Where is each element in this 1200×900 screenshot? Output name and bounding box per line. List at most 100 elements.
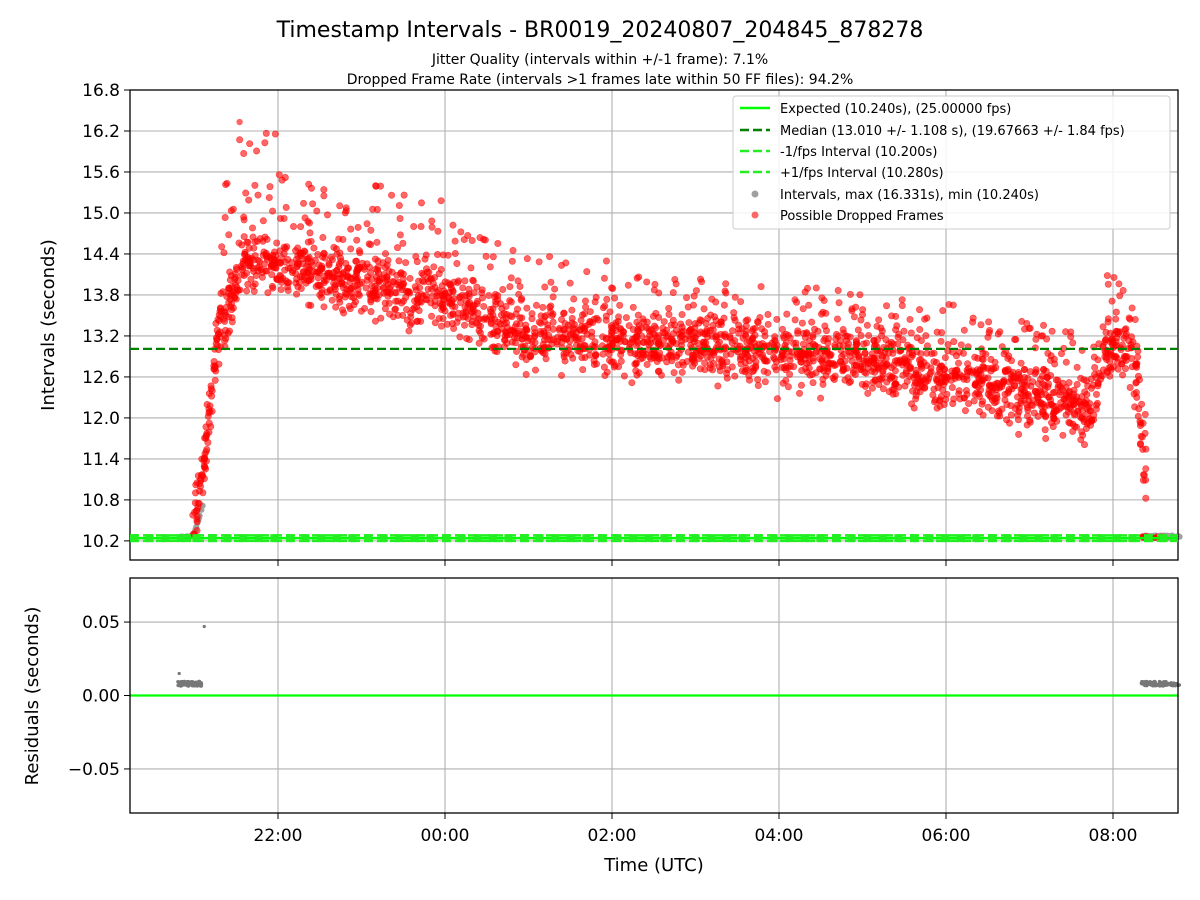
dropped-frame-point [217,289,225,297]
dropped-frame-point [251,181,259,189]
dropped-frame-point [344,273,352,281]
fps-interval-marker [161,534,170,543]
dropped-frame-point [879,370,887,378]
dropped-frame-point [1024,374,1032,382]
dropped-frame-point [737,298,745,306]
dropped-frame-point [570,295,578,303]
dropped-frame-point [347,225,355,233]
fps-interval-marker [364,534,372,543]
dropped-frame-point [591,298,599,306]
dropped-frame-point [293,290,301,298]
dropped-frame-point [451,249,459,257]
dropped-frame-point [995,409,1003,417]
fps-interval-marker [832,534,840,543]
top-y-tick-label: 13.8 [82,286,120,306]
dropped-frame-point [417,290,425,298]
dropped-frame-point [862,355,870,363]
dropped-frame-point [639,315,647,323]
dropped-frame-point [215,317,223,325]
dropped-frame-point [969,314,977,322]
dropped-frame-point [403,306,411,314]
dropped-frame-point [685,319,693,327]
dropped-frame-point [939,307,947,315]
dropped-frame-point [531,329,539,337]
dropped-frame-point [523,304,531,312]
dropped-frame-point [811,342,819,350]
dropped-frame-point [338,306,346,314]
dropped-frame-point [784,383,792,391]
dropped-frame-point [305,253,313,261]
dropped-frame-point [568,314,576,322]
dropped-frame-point [259,237,267,245]
top-y-tick-label: 11.4 [82,450,120,470]
fps-interval-marker [676,534,684,543]
dropped-frame-point [895,330,903,338]
dropped-frame-point [1109,363,1117,371]
dropped-frame-point [312,283,320,291]
dropped-frame-point [736,342,744,350]
dropped-frame-point [191,489,199,497]
dropped-frame-point [706,361,714,369]
dropped-frame-point [437,197,445,205]
dropped-frame-point [696,365,704,373]
fps-interval-marker [925,534,934,543]
dropped-frame-point [859,364,867,372]
dropped-frame-point [868,384,876,392]
residual-point [1143,682,1148,687]
x-axis-label: Time (UTC) [603,855,704,876]
dropped-frame-point [602,335,610,343]
dropped-frame-point [1020,365,1028,373]
dropped-frame-point [469,276,477,284]
dropped-frame-point [592,351,600,359]
dropped-frame-point [586,351,594,359]
dropped-frame-point [832,335,840,343]
dropped-frame-point [818,356,826,364]
fps-interval-marker [301,534,310,543]
dropped-frame-point [323,288,331,296]
dropped-frame-point [489,330,497,338]
dropped-frame-point [754,376,762,384]
dropped-frame-point [1110,273,1118,281]
dropped-frame-point [476,234,484,242]
dropped-frame-point [1084,382,1092,390]
fps-interval-marker [894,534,903,543]
dropped-frame-point [580,341,588,349]
dropped-frame-point [417,199,425,207]
dropped-frame-point [491,290,499,298]
dropped-frame-point [227,292,235,300]
dropped-frame-point [710,351,718,359]
dropped-frame-point [887,364,895,372]
dropped-frame-point [778,325,786,333]
fps-interval-marker [520,534,528,543]
dropped-frame-point [937,337,945,345]
dropped-frame-point [513,320,521,328]
dropped-frame-point [660,318,668,326]
dropped-frame-point [1030,409,1038,417]
dropped-frame-point [468,237,476,245]
dropped-frame-point [367,298,375,306]
dropped-frame-point [268,282,276,290]
dropped-frame-point [822,309,830,317]
dropped-frame-point [222,303,230,311]
dropped-frame-point [353,267,361,275]
dropped-frame-point [535,318,543,326]
dropped-frame-point [240,233,248,241]
dropped-frame-point [558,315,566,323]
dropped-frame-point [1106,329,1114,337]
dropped-frame-point [717,321,725,329]
dropped-frame-point [692,287,700,295]
dropped-frame-point [528,310,536,318]
dropped-frame-point [565,325,573,333]
dropped-frame-point [404,288,412,296]
dropped-frame-point [992,364,1000,372]
top-y-tick-label: 14.4 [82,245,120,265]
dropped-frame-point [394,244,402,252]
dropped-frame-point [1082,397,1090,405]
dropped-frame-point [722,289,730,297]
dropped-frame-point [395,257,403,265]
dropped-frame-point [588,332,596,340]
dropped-frame-point [1060,395,1068,403]
fps-interval-marker [910,534,918,543]
dropped-frame-point [1121,326,1129,334]
dropped-frame-point [271,130,279,138]
